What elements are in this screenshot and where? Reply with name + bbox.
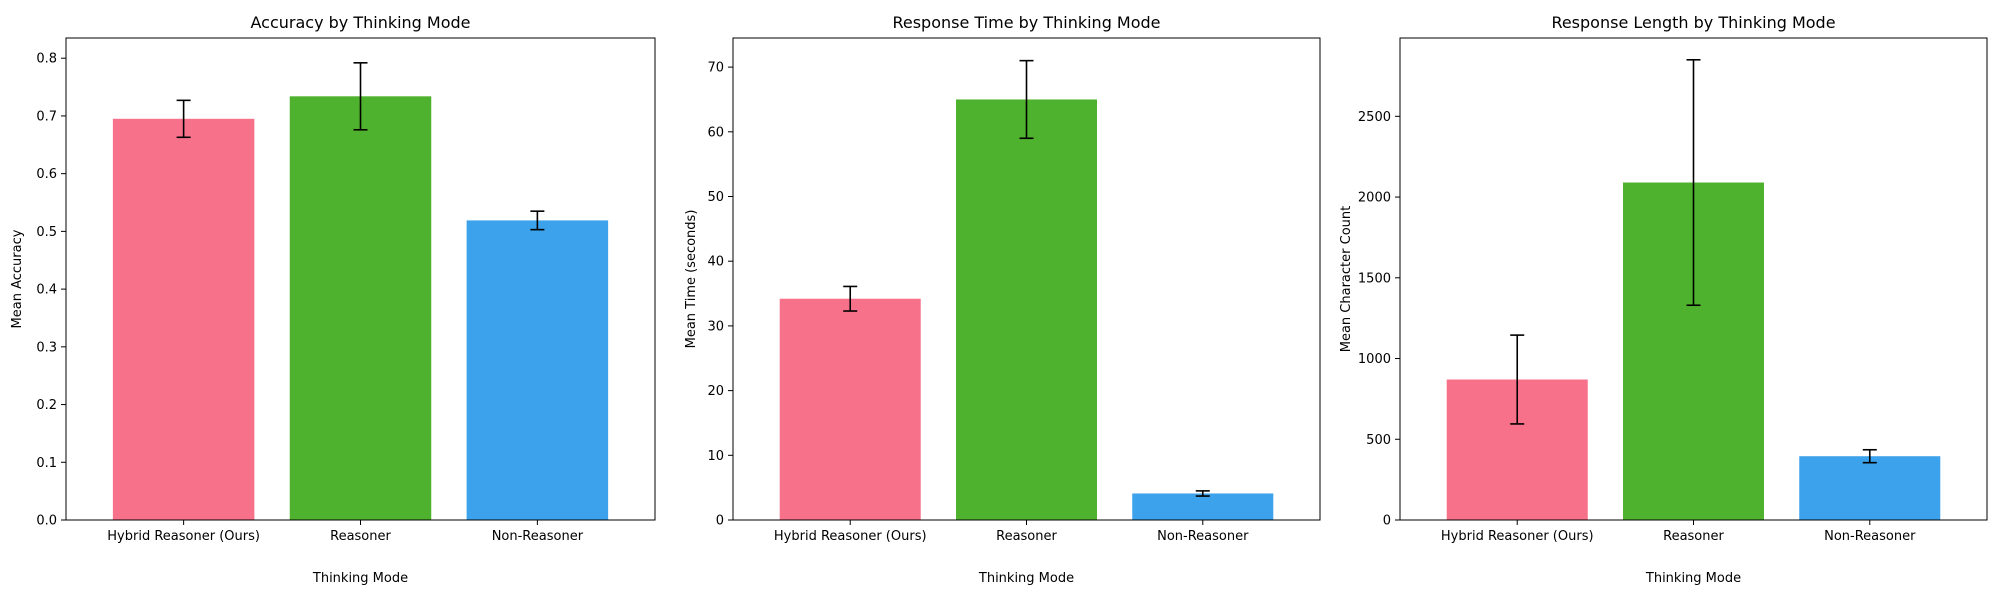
y-tick-label: 0 xyxy=(1383,514,1391,529)
error-bar xyxy=(1195,490,1210,497)
x-tick-label: Hybrid Reasoner (Ours) xyxy=(1441,529,1594,544)
x-tick-label: Reasoner xyxy=(1663,529,1724,544)
bar-hybrid-reasoner-ours xyxy=(112,118,255,521)
bar-non-reasoner xyxy=(1799,456,1941,520)
x-axis-label: Thinking Mode xyxy=(312,571,408,586)
y-tick-label: 0.1 xyxy=(36,456,57,471)
x-axis-label: Thinking Mode xyxy=(1645,571,1741,586)
chart-title: Response Length by Thinking Mode xyxy=(1551,13,1835,32)
bar-reasoner xyxy=(289,96,432,521)
x-tick-label: Hybrid Reasoner (Ours) xyxy=(774,529,927,544)
x-tick-label: Non-Reasoner xyxy=(492,529,584,544)
error-bar xyxy=(843,285,858,312)
y-tick-label: 10 xyxy=(707,449,724,464)
y-tick-label: 1000 xyxy=(1358,352,1391,367)
y-tick-label: 20 xyxy=(707,384,724,399)
y-tick-label: 0.7 xyxy=(36,109,57,124)
chart-panel-1: 0.0 0.1 0.2 0.3 0.4 0.5 0.6 0.7 0.8 Hybrid Reason… xyxy=(10,13,656,586)
y-tick-label: 0.6 xyxy=(36,167,57,182)
x-tick-label: Reasoner xyxy=(330,529,391,544)
y-tick-label: 0.4 xyxy=(36,283,57,298)
y-tick-label: 0.8 xyxy=(36,52,57,67)
chart-panel-3: 0 500 1000 1500 2000 2500 Hybrid Reasoner (Our… xyxy=(1339,13,1988,586)
y-tick-label: 50 xyxy=(707,190,724,205)
y-tick-label: 2000 xyxy=(1358,191,1391,206)
error-bar xyxy=(1686,58,1701,307)
y-tick-label: 30 xyxy=(707,319,724,334)
bar-non-reasoner xyxy=(466,220,609,520)
x-tick-label: Hybrid Reasoner (Ours) xyxy=(107,529,260,544)
y-tick-label: 1500 xyxy=(1358,271,1391,286)
chart-title: Accuracy by Thinking Mode xyxy=(250,13,470,32)
y-tick-label: 0.3 xyxy=(36,340,57,355)
y-tick-label: 0.0 xyxy=(36,514,57,529)
error-bar xyxy=(530,210,545,231)
y-axis-label: Mean Character Count xyxy=(1339,206,1354,352)
error-bar xyxy=(1510,334,1525,425)
x-tick-label: Non-Reasoner xyxy=(1157,529,1249,544)
x-tick-label: Reasoner xyxy=(996,529,1057,544)
y-tick-label: 40 xyxy=(707,255,724,270)
chart-panel-2: 0 10 20 30 40 50 60 70 Hybrid Reasoner (Ours) Rea… xyxy=(684,13,1321,586)
bar-non-reasoner xyxy=(1132,493,1274,520)
y-tick-label: 0.2 xyxy=(36,398,57,413)
y-axis-label: Mean Time (seconds) xyxy=(684,210,699,349)
chart-title: Response Time by Thinking Mode xyxy=(892,13,1160,32)
y-tick-label: 0.5 xyxy=(36,225,57,240)
error-bar xyxy=(1862,448,1877,464)
y-tick-label: 500 xyxy=(1366,433,1391,448)
y-tick-label: 0 xyxy=(716,514,724,529)
y-tick-label: 2500 xyxy=(1358,110,1391,125)
error-bar xyxy=(353,62,368,131)
y-axis-label: Mean Accuracy xyxy=(10,229,25,328)
x-tick-label: Non-Reasoner xyxy=(1824,529,1916,544)
error-bar xyxy=(1019,59,1034,140)
x-axis-label: Thinking Mode xyxy=(978,571,1074,586)
y-tick-label: 60 xyxy=(707,125,724,140)
y-tick-label: 70 xyxy=(707,61,724,76)
bar-reasoner xyxy=(955,99,1098,521)
bar-hybrid-reasoner-ours xyxy=(779,298,921,520)
error-bar xyxy=(176,99,191,139)
